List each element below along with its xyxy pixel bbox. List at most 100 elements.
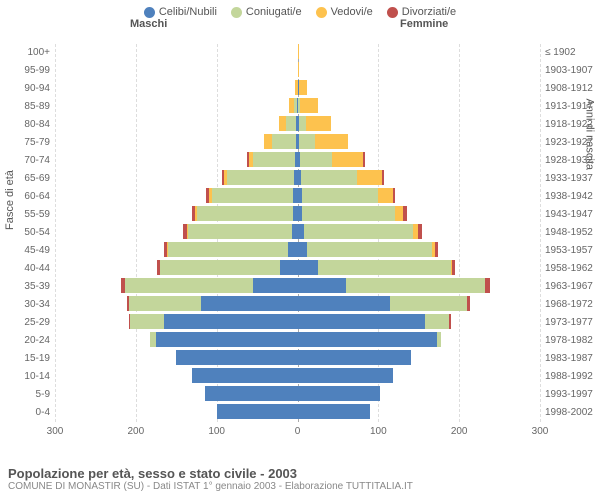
x-tick: 200 bbox=[451, 426, 468, 437]
y-tick-left: 25-29 bbox=[0, 314, 50, 332]
y-tick-right: 1948-1952 bbox=[545, 224, 600, 242]
y-tick-right: 1938-1942 bbox=[545, 188, 600, 206]
population-pyramid-chart: Celibi/NubiliConiugati/eVedovi/eDivorzia… bbox=[0, 0, 600, 500]
y-tick-left: 70-74 bbox=[0, 152, 50, 170]
bar-segment-male bbox=[127, 296, 129, 311]
bar-segment-female bbox=[302, 188, 379, 203]
bar-segment-female bbox=[346, 278, 485, 293]
bar-segment-female bbox=[452, 260, 455, 275]
bar-segment-male bbox=[289, 98, 294, 113]
bar-segment-male bbox=[264, 134, 272, 149]
bar-segment-male bbox=[253, 278, 297, 293]
bar-segment-male bbox=[227, 170, 294, 185]
bar-segment-female bbox=[435, 242, 438, 257]
pyramid-row bbox=[55, 188, 540, 204]
bar-segment-female bbox=[298, 314, 426, 329]
y-tick-left: 75-79 bbox=[0, 134, 50, 152]
bar-segment-female bbox=[298, 260, 318, 275]
bar-segment-male bbox=[294, 98, 296, 113]
y-tick-right: 1953-1957 bbox=[545, 242, 600, 260]
y-tick-left: 85-89 bbox=[0, 98, 50, 116]
bar-segment-female bbox=[302, 206, 395, 221]
bar-segment-female bbox=[306, 116, 332, 131]
x-tick: 300 bbox=[532, 426, 549, 437]
bar-segment-female bbox=[449, 314, 451, 329]
bar-segment-female bbox=[304, 224, 413, 239]
y-tick-left: 40-44 bbox=[0, 260, 50, 278]
y-tick-left: 100+ bbox=[0, 44, 50, 62]
y-tick-left: 80-84 bbox=[0, 116, 50, 134]
bar-segment-male bbox=[121, 278, 125, 293]
bar-segment-male bbox=[195, 206, 197, 221]
pyramid-row bbox=[55, 116, 540, 132]
bar-segment-female bbox=[315, 134, 347, 149]
pyramid-row bbox=[55, 170, 540, 186]
y-tick-right: 1973-1977 bbox=[545, 314, 600, 332]
bar-segment-male bbox=[157, 260, 160, 275]
y-tick-left: 50-54 bbox=[0, 224, 50, 242]
column-headers: Maschi Femmine bbox=[0, 18, 600, 36]
pyramid-row bbox=[55, 278, 540, 294]
bar-segment-female bbox=[298, 62, 300, 77]
y-tick-right: 1993-1997 bbox=[545, 386, 600, 404]
pyramid-row bbox=[55, 98, 540, 114]
bar-segment-male bbox=[197, 206, 292, 221]
legend-swatch bbox=[144, 7, 155, 18]
bar-segment-female bbox=[299, 134, 315, 149]
bar-segment-male bbox=[183, 224, 187, 239]
y-tick-right: 1928-1932 bbox=[545, 152, 600, 170]
y-tick-right: 1958-1962 bbox=[545, 260, 600, 278]
y-tick-right: 1923-1927 bbox=[545, 134, 600, 152]
bar-segment-male bbox=[272, 134, 296, 149]
y-tick-right: 1963-1967 bbox=[545, 278, 600, 296]
legend-swatch bbox=[387, 7, 398, 18]
bar-segment-female bbox=[298, 296, 391, 311]
y-tick-left: 95-99 bbox=[0, 62, 50, 80]
y-tick-right: 1918-1922 bbox=[545, 116, 600, 134]
bar-segment-female bbox=[299, 80, 307, 95]
pyramid-row bbox=[55, 152, 540, 168]
y-tick-left: 30-34 bbox=[0, 296, 50, 314]
pyramid-row bbox=[55, 350, 540, 366]
y-tick-right: 1913-1917 bbox=[545, 98, 600, 116]
y-axis-left: 100+95-9990-9485-8980-8475-7970-7465-696… bbox=[0, 44, 50, 422]
bar-segment-male bbox=[164, 242, 167, 257]
y-tick-left: 55-59 bbox=[0, 206, 50, 224]
bar-segment-female bbox=[403, 206, 406, 221]
pyramid-row bbox=[55, 242, 540, 258]
y-tick-left: 15-19 bbox=[0, 350, 50, 368]
bar-segment-male bbox=[209, 188, 212, 203]
pyramid-row bbox=[55, 134, 540, 150]
legend-label: Coniugati/e bbox=[246, 6, 302, 18]
bar-segment-male bbox=[201, 296, 298, 311]
bar-segment-male bbox=[192, 206, 195, 221]
bar-segment-male bbox=[249, 152, 253, 167]
pyramid-row bbox=[55, 386, 540, 402]
bar-segment-male bbox=[288, 242, 298, 257]
bar-segment-male bbox=[168, 242, 288, 257]
header-male: Maschi bbox=[130, 18, 167, 30]
bar-segment-female bbox=[363, 152, 365, 167]
pyramid-row bbox=[55, 404, 540, 420]
bar-segment-female bbox=[298, 242, 308, 257]
pyramid-row bbox=[55, 260, 540, 276]
bar-segment-female bbox=[298, 404, 371, 419]
bar-segment-male bbox=[187, 224, 189, 239]
bar-segment-male bbox=[222, 170, 224, 185]
bar-segment-female bbox=[390, 296, 467, 311]
y-tick-left: 10-14 bbox=[0, 368, 50, 386]
legend-label: Celibi/Nubili bbox=[159, 6, 217, 18]
y-tick-right: 1978-1982 bbox=[545, 332, 600, 350]
bar-segment-female bbox=[425, 314, 449, 329]
bar-segment-female bbox=[298, 44, 300, 59]
y-tick-right: 1998-2002 bbox=[545, 404, 600, 422]
y-tick-right: 1933-1937 bbox=[545, 170, 600, 188]
bar-segment-female bbox=[298, 278, 347, 293]
y-tick-left: 5-9 bbox=[0, 386, 50, 404]
bar-segment-male bbox=[206, 188, 208, 203]
legend-swatch bbox=[231, 7, 242, 18]
pyramid-row bbox=[55, 332, 540, 348]
bar-segment-female bbox=[395, 206, 403, 221]
bar-segment-male bbox=[192, 368, 297, 383]
bar-segment-female bbox=[332, 152, 363, 167]
